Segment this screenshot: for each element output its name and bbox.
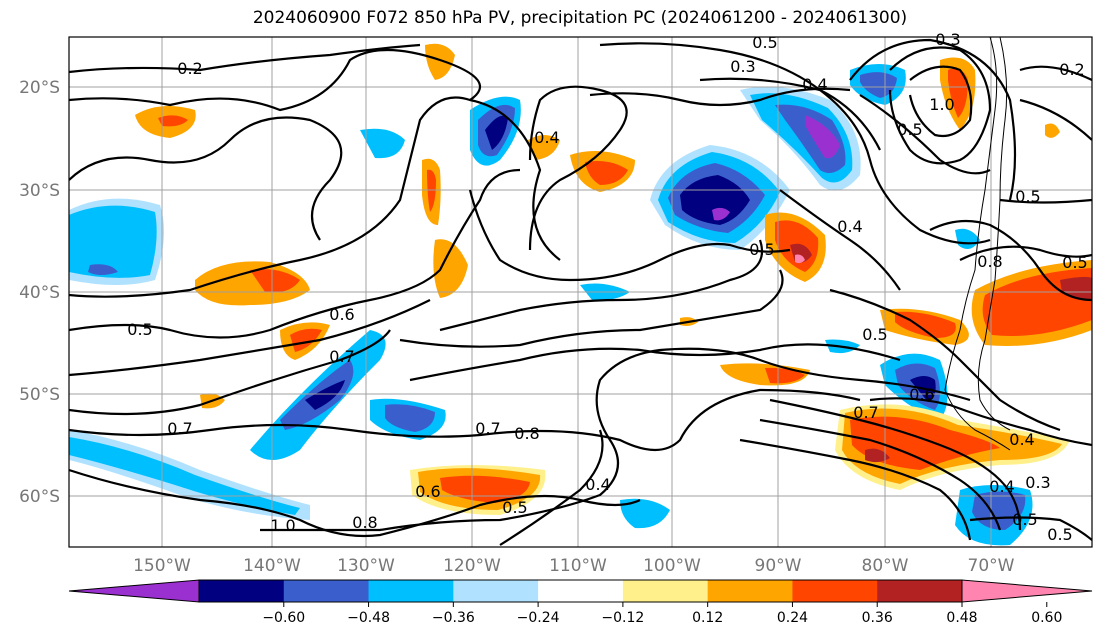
lon-label: 120°W [443,556,501,576]
contour-label: 0.5 [752,33,777,52]
colorbar-tick-label: 0.60 [1031,610,1062,626]
precipitation-shading [69,43,1092,546]
lon-label: 140°W [243,556,301,576]
colorbar-tick-label: 0.48 [946,610,977,626]
contour-label: 0.4 [585,475,610,494]
lon-label: 130°W [337,556,395,576]
contour-label: 0.3 [1025,473,1050,492]
contour-label: 0.8 [352,513,377,532]
contour-label: 0.5 [127,320,152,339]
lon-label: 110°W [549,556,607,576]
contour-label: 0.5 [1015,187,1040,206]
contour-label: 0.4 [802,75,827,94]
colorbar-tick-label: −0.12 [601,610,644,626]
pv-contours [69,38,1092,546]
colorbar-frame [198,579,963,603]
colorbar-segment [622,580,709,602]
contour-labels: 0.2 0.2 0.3 0.3 0.4 0.4 0.4 0.4 0.5 0.5 0.5 0.5 0.5 0… [127,30,1087,544]
colorbar-extend-low [68,579,200,603]
contour-label: 0.2 [1059,60,1084,79]
lon-label: 150°W [133,556,191,576]
contour-label: 0.5 [1012,510,1037,529]
lat-label: 60°S [19,487,60,507]
colorbar-segment [453,580,539,602]
lat-label: 20°S [19,78,60,98]
colorbar: −0.60 −0.48 −0.36 −0.24 −0.12 0.12 0.24 0.36 0.4… [68,579,1093,626]
contour-label: 0.6 [329,305,354,324]
colorbar-segment [283,580,370,602]
lon-label: 100°W [643,556,701,576]
coastline [944,37,1011,451]
contour-label: 0.7 [167,419,192,438]
lat-label: 50°S [19,385,60,405]
contour-label: 0.5 [1047,525,1072,544]
contour-label: 0.7 [475,419,500,438]
contour-label: 1.0 [929,95,954,114]
contour-label: 0.3 [730,57,755,76]
lat-label: 40°S [19,283,60,303]
colorbar-extend-high [961,579,1093,603]
longitude-labels: 150°W 140°W 130°W 120°W 110°W 100°W 90°W 80°W 70… [133,556,1015,576]
lon-label: 90°W [755,556,802,576]
contour-label: 0.8 [977,252,1002,271]
contour-label: 0.5 [1062,253,1087,272]
colorbar-tick-label: 0.12 [692,610,723,626]
contour-label: 0.4 [534,128,559,147]
colorbar-segment [707,580,793,602]
colorbar-tick-label: 0.36 [862,610,893,626]
gridlines [69,37,1092,547]
contour-label: 0.7 [329,347,354,366]
contour-label: 0.7 [853,403,878,422]
contour-label: 0.4 [1009,430,1034,449]
colorbar-tick-label: −0.60 [262,610,305,626]
contour-label: 0.5 [862,325,887,344]
colorbar-tick-label: −0.36 [432,610,475,626]
colorbar-segment [877,580,963,602]
contour-label: 0.3 [935,30,960,49]
contour-label: 0.6 [415,482,440,501]
map-frame [68,36,1093,548]
contour-label: 0.5 [749,240,774,259]
colorbar-segment [368,580,454,602]
contour-label: 0.8 [514,424,539,443]
map-panel [69,37,1092,547]
contour-label: 0.5 [502,498,527,517]
colorbar-tick-label: 0.24 [777,610,808,626]
lat-label: 30°S [19,181,60,201]
lon-label: 80°W [862,556,909,576]
colorbar-segment [199,580,285,602]
contour-label: 0.5 [897,120,922,139]
map-title: 2024060900 F072 850 hPa PV, precipitatio… [252,8,908,28]
colorbar-segment [792,580,878,602]
contour-label: 0.4 [837,217,862,236]
latitude-labels: 20°S 30°S 40°S 50°S 60°S [19,78,60,507]
contour-label: 0.4 [989,477,1014,496]
colorbar-tick-label: −0.48 [347,610,390,626]
colorbar-tick-label: −0.24 [517,610,560,626]
contour-label: 1.0 [270,516,295,535]
colorbar-segment [538,580,624,602]
lon-label: 70°W [968,556,1015,576]
contour-label: 0.2 [177,59,202,78]
contour-label: 0.6 [909,385,934,404]
